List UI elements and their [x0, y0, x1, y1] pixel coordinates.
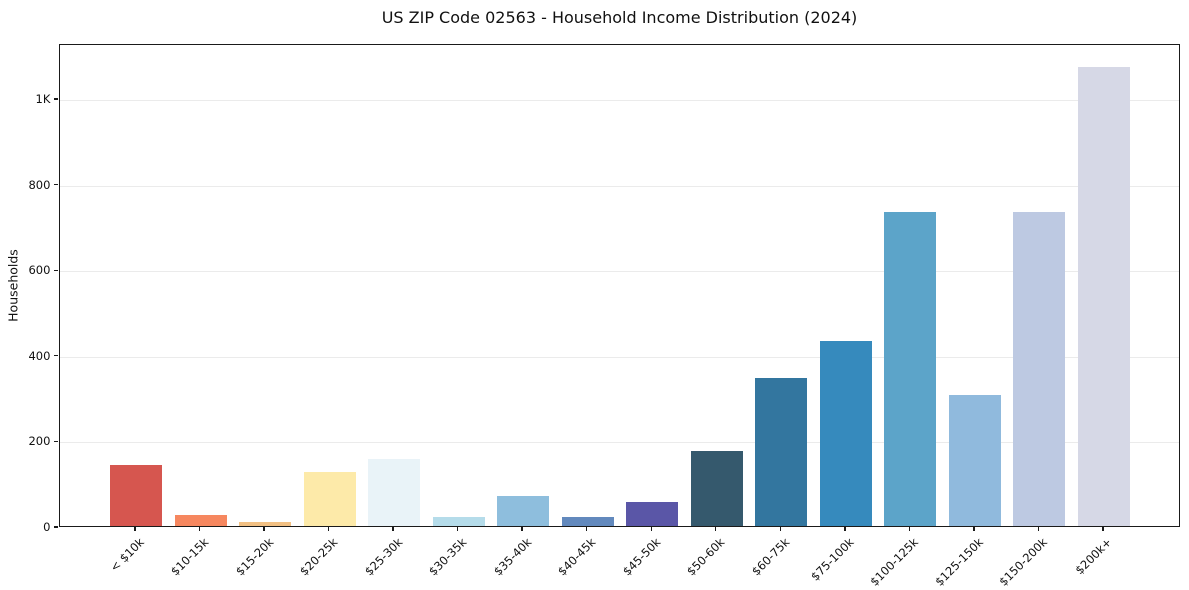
- x-tick: [586, 527, 588, 531]
- y-tick-label: 0: [43, 520, 51, 534]
- chart-title: US ZIP Code 02563 - Household Income Dis…: [381, 8, 858, 27]
- x-tick-label: $40-45k: [555, 535, 599, 579]
- x-tick: [521, 527, 523, 531]
- y-tick-label: 400: [28, 348, 51, 363]
- x-tick: [263, 527, 265, 531]
- y-tick: [54, 526, 59, 528]
- x-tick: [327, 527, 330, 531]
- x-tick-label: $20-25k: [297, 535, 341, 579]
- x-tick-label: $125-150k: [932, 535, 986, 589]
- y-tick-label: 1K: [35, 92, 51, 106]
- bar-< $10k: [110, 465, 162, 526]
- bar-$150-200k: [1013, 212, 1066, 526]
- bar-$100-125k: [884, 212, 937, 526]
- x-tick: [1102, 527, 1104, 531]
- bar-$75-100k: [819, 341, 872, 526]
- bar-$45-50k: [626, 502, 679, 526]
- x-tick-label: $200k+: [1072, 535, 1115, 578]
- gridline: [60, 185, 1179, 187]
- x-tick: [715, 527, 717, 531]
- x-tick-label: $25-30k: [361, 535, 406, 579]
- x-tick: [456, 527, 459, 531]
- y-tick: [54, 269, 59, 271]
- x-tick: [908, 527, 911, 531]
- y-tick-label: 800: [28, 177, 51, 192]
- y-axis-label: Households: [5, 249, 21, 322]
- x-tick: [844, 527, 846, 531]
- x-tick-label: $15-20k: [232, 535, 276, 579]
- bar-$125-150k: [948, 394, 1001, 526]
- x-tick-label: $10-15k: [168, 535, 212, 579]
- x-tick: [134, 527, 136, 531]
- bar-$25-30k: [368, 458, 421, 526]
- bar-$50-60k: [690, 451, 743, 526]
- x-tick: [392, 527, 394, 531]
- x-tick: [1037, 527, 1040, 531]
- x-tick-label: $100-125k: [867, 535, 922, 589]
- bar-$10-15k: [174, 515, 227, 526]
- x-tick-label: $60-75k: [748, 535, 793, 579]
- y-tick-label: 600: [28, 263, 51, 278]
- x-tick: [779, 527, 782, 531]
- gridline: [60, 356, 1179, 358]
- bar-$200k+: [1077, 67, 1130, 526]
- x-tick: [198, 527, 201, 531]
- gridline: [60, 271, 1179, 273]
- x-tick: [973, 527, 975, 531]
- y-tick: [54, 355, 59, 357]
- y-tick: [54, 183, 59, 186]
- plot-area: [59, 44, 1180, 527]
- bar-$15-20k: [239, 521, 292, 526]
- x-tick-label: $35-40k: [490, 535, 535, 579]
- gridline: [60, 100, 1179, 101]
- x-tick-label: $75-100k: [808, 535, 857, 584]
- y-tick-label: 200: [28, 434, 51, 449]
- bar-$30-35k: [432, 517, 485, 526]
- bar-$40-45k: [561, 516, 614, 526]
- x-tick-label: $30-35k: [426, 535, 470, 579]
- y-tick: [54, 98, 59, 100]
- x-tick: [650, 527, 652, 531]
- gridline: [60, 442, 1179, 444]
- x-tick-label: $150-200k: [996, 535, 1051, 589]
- y-tick: [54, 440, 59, 443]
- x-tick-label: < $10k: [107, 535, 147, 575]
- bar-$60-75k: [755, 377, 808, 526]
- bar-$20-25k: [303, 472, 356, 526]
- x-tick-label: $50-60k: [684, 535, 728, 579]
- x-tick-label: $45-50k: [619, 535, 664, 579]
- bar-$35-40k: [497, 495, 550, 526]
